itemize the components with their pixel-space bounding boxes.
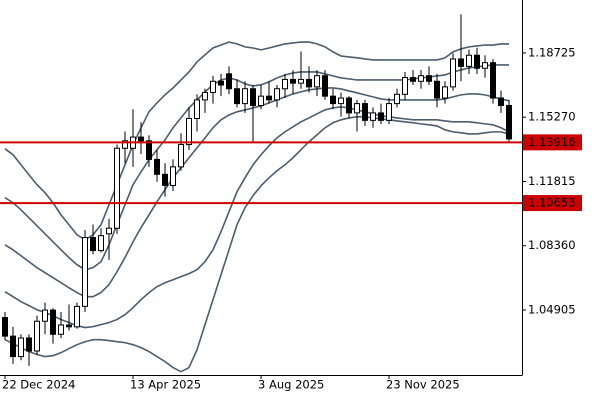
candle-body (386, 103, 392, 121)
candle-body (346, 97, 352, 114)
x-tick-label: 23 Nov 2025 (386, 378, 460, 392)
y-tick-label: 1.15270 (528, 110, 576, 124)
band-line (4, 64, 509, 271)
band-line (4, 87, 510, 298)
candle-body (26, 337, 32, 352)
candle-body (282, 78, 288, 90)
candle-body (170, 166, 176, 186)
candle-body (474, 54, 480, 69)
candle-body (82, 237, 88, 307)
candle-body (258, 95, 264, 106)
candle-body (186, 117, 192, 146)
candle-body (266, 95, 272, 101)
candle-body (154, 158, 160, 175)
y-tick-label: 1.11815 (528, 174, 576, 188)
candle-body (306, 78, 312, 88)
level-label: 1.13916 (528, 135, 576, 149)
candle-body (466, 54, 472, 67)
candle-body (362, 103, 368, 121)
candle-body (162, 173, 168, 186)
candle-body (50, 309, 56, 335)
candle-body (378, 112, 384, 121)
candle-body (498, 97, 504, 106)
candle-body (34, 320, 40, 352)
candle-body (370, 112, 376, 121)
candle-body (202, 91, 208, 101)
candle-body (178, 144, 184, 168)
candle-body (354, 103, 360, 114)
y-tick-label: 1.04905 (528, 302, 576, 316)
candle-body (442, 86, 448, 99)
candle-body (458, 58, 464, 67)
candle-body (138, 136, 144, 142)
candle-body (194, 99, 200, 119)
candle-body (242, 88, 248, 105)
x-tick-label: 3 Aug 2025 (258, 378, 324, 392)
level-label-box (523, 134, 582, 151)
candle-body (146, 140, 152, 160)
x-tick-label: 13 Apr 2025 (130, 378, 201, 392)
candle-body (274, 88, 280, 101)
band-line (4, 116, 510, 373)
candle-body (90, 237, 96, 252)
candle-body (450, 58, 456, 88)
candle-body (66, 324, 72, 328)
candle-body (314, 75, 320, 88)
candle-body (402, 77, 408, 95)
candle-body (290, 78, 296, 84)
candle-body (58, 324, 64, 335)
candle-body (210, 80, 216, 93)
candle-body (114, 147, 120, 229)
candle-body (218, 80, 224, 86)
band-line (4, 106, 510, 329)
candle-body (234, 88, 240, 105)
candle-body (226, 73, 232, 90)
candle-body (74, 305, 80, 328)
candle-body (2, 317, 8, 337)
candle-body (250, 88, 256, 106)
candle-body (434, 80, 440, 99)
candle-body (418, 75, 424, 82)
band-line (4, 41, 509, 241)
candle-body (18, 337, 24, 358)
candle-body (338, 97, 344, 105)
candle-body (482, 62, 488, 69)
candle-body (298, 78, 304, 84)
candle-body (410, 77, 416, 82)
x-tick-label: 22 Dec 2024 (2, 378, 75, 392)
candle-body (426, 75, 432, 82)
level-label: 1.10653 (528, 196, 576, 210)
candle-body (394, 93, 400, 105)
candle-body (330, 95, 336, 105)
level-label-box (523, 195, 582, 212)
candle-body (106, 227, 112, 235)
candle-body (42, 309, 48, 322)
candle-body (490, 62, 496, 99)
candle-body (10, 335, 16, 358)
y-tick-label: 1.18725 (528, 45, 576, 59)
y-tick-label: 1.08360 (528, 238, 576, 252)
candle-body (322, 75, 328, 97)
candle-body (98, 235, 104, 252)
candle-body (506, 104, 512, 140)
candle-body (122, 140, 128, 149)
